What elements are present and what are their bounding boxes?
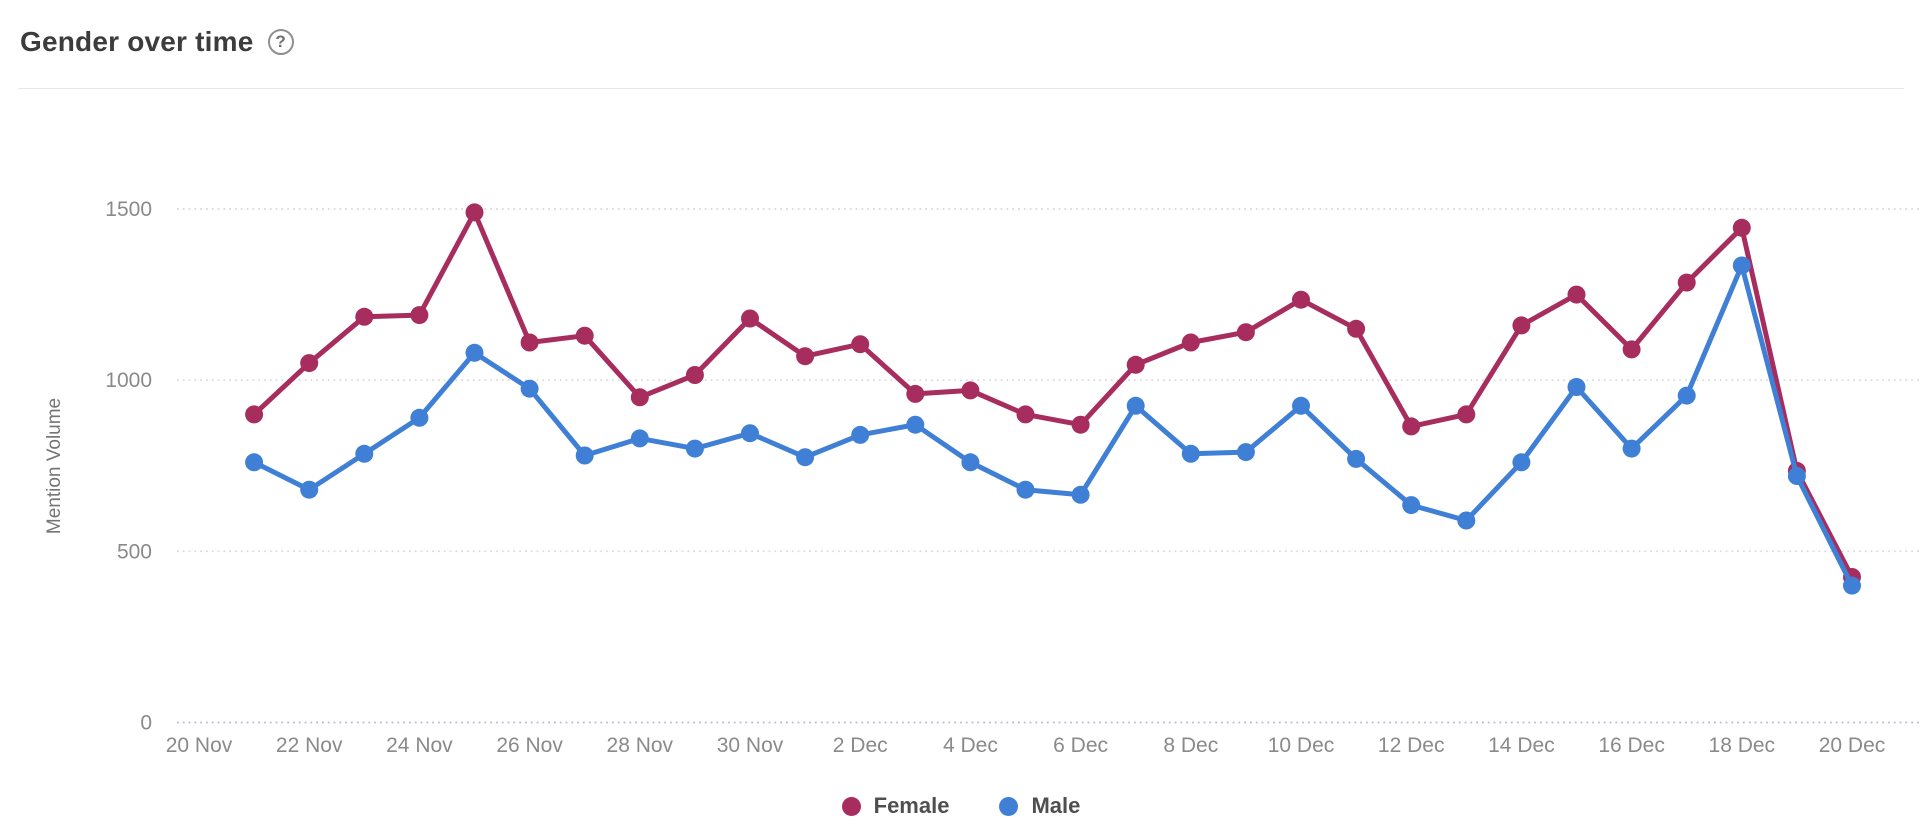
y-tick-label-1000: 1000 <box>105 369 152 392</box>
female-point-1-dec[interactable] <box>796 347 815 366</box>
male-point-18-dec[interactable] <box>1732 256 1751 275</box>
legend-item-female[interactable]: Female <box>841 793 950 819</box>
legend-item-male[interactable]: Male <box>999 793 1080 819</box>
female-point-7-dec[interactable] <box>1126 355 1145 374</box>
header-divider <box>18 88 1904 89</box>
female-point-11-dec[interactable] <box>1347 319 1366 338</box>
female-point-24-nov[interactable] <box>410 306 429 325</box>
x-tick-label-22-nov: 22 Nov <box>276 734 343 757</box>
y-tick-label-1500: 1500 <box>105 198 152 221</box>
chart-legend: Female Male <box>0 791 1922 821</box>
male-point-7-dec[interactable] <box>1126 396 1145 415</box>
female-point-27-nov[interactable] <box>575 326 594 345</box>
male-point-2-dec[interactable] <box>851 425 870 444</box>
male-point-4-dec[interactable] <box>961 453 980 472</box>
x-tick-label-20-nov: 20 Nov <box>166 734 233 757</box>
female-point-23-nov[interactable] <box>355 307 374 326</box>
female-point-16-dec[interactable] <box>1622 340 1641 359</box>
male-point-28-nov[interactable] <box>630 429 649 448</box>
x-tick-label-16-dec: 16 Dec <box>1598 734 1665 757</box>
x-tick-label-24-nov: 24 Nov <box>386 734 453 757</box>
male-point-21-nov[interactable] <box>245 453 264 472</box>
legend-label-male: Male <box>1031 793 1081 818</box>
male-point-29-nov[interactable] <box>685 439 704 458</box>
male-point-5-dec[interactable] <box>1016 480 1035 499</box>
x-tick-label-30-nov: 30 Nov <box>717 734 784 757</box>
male-point-20-dec[interactable] <box>1843 576 1861 595</box>
female-point-14-dec[interactable] <box>1512 316 1531 335</box>
female-point-30-nov[interactable] <box>741 309 759 328</box>
male-point-22-nov[interactable] <box>300 480 319 499</box>
male-point-13-dec[interactable] <box>1457 511 1476 530</box>
male-point-8-dec[interactable] <box>1181 444 1200 463</box>
female-point-28-nov[interactable] <box>630 388 649 407</box>
male-legend-dot-icon <box>999 796 1019 816</box>
female-line <box>251 209 1855 580</box>
male-point-19-dec[interactable] <box>1787 467 1806 485</box>
male-point-17-dec[interactable] <box>1677 386 1696 405</box>
x-tick-label-4-dec: 4 Dec <box>943 734 998 757</box>
female-point-5-dec[interactable] <box>1016 405 1035 424</box>
x-tick-label-28-nov: 28 Nov <box>607 734 674 757</box>
male-point-23-nov[interactable] <box>355 444 374 463</box>
x-tick-label-20-dec: 20 Dec <box>1819 734 1886 757</box>
male-point-3-dec[interactable] <box>906 415 925 434</box>
female-point-9-dec[interactable] <box>1236 323 1255 342</box>
y-tick-label-500: 500 <box>117 540 152 563</box>
help-icon[interactable]: ? <box>267 29 294 55</box>
female-point-12-dec[interactable] <box>1402 417 1421 436</box>
male-point-14-dec[interactable] <box>1512 453 1531 472</box>
y-axis-title: Mention Volume <box>44 398 65 534</box>
female-point-22-nov[interactable] <box>300 354 319 373</box>
male-line <box>251 263 1855 589</box>
female-point-25-nov[interactable] <box>465 203 484 222</box>
x-tick-label-10-dec: 10 Dec <box>1268 734 1335 757</box>
page-title: Gender over time <box>20 26 254 57</box>
female-point-13-dec[interactable] <box>1457 405 1476 424</box>
x-tick-label-14-dec: 14 Dec <box>1488 734 1555 757</box>
female-point-2-dec[interactable] <box>851 335 870 354</box>
female-point-29-nov[interactable] <box>685 366 704 384</box>
chart-header: Gender over time ? <box>20 26 294 58</box>
male-point-26-nov[interactable] <box>520 379 539 398</box>
male-point-10-dec[interactable] <box>1292 396 1310 415</box>
female-legend-dot-icon <box>841 796 861 816</box>
male-point-1-dec[interactable] <box>796 448 815 467</box>
male-point-27-nov[interactable] <box>575 446 594 465</box>
x-tick-label-26-nov: 26 Nov <box>496 734 563 757</box>
male-point-9-dec[interactable] <box>1236 443 1255 462</box>
x-tick-label-6-dec: 6 Dec <box>1053 734 1108 757</box>
female-point-8-dec[interactable] <box>1181 333 1200 352</box>
y-tick-label-0: 0 <box>140 712 152 735</box>
male-point-16-dec[interactable] <box>1622 439 1641 458</box>
female-point-26-nov[interactable] <box>520 333 539 352</box>
female-point-10-dec[interactable] <box>1292 290 1310 309</box>
male-point-24-nov[interactable] <box>410 408 429 427</box>
x-tick-label-12-dec: 12 Dec <box>1378 734 1445 757</box>
male-point-12-dec[interactable] <box>1402 496 1421 515</box>
female-point-17-dec[interactable] <box>1677 273 1696 292</box>
x-tick-label-2-dec: 2 Dec <box>833 734 888 757</box>
male-point-30-nov[interactable] <box>741 424 759 443</box>
female-point-21-nov[interactable] <box>245 405 264 424</box>
x-tick-label-8-dec: 8 Dec <box>1163 734 1218 757</box>
male-point-11-dec[interactable] <box>1347 449 1366 468</box>
female-point-6-dec[interactable] <box>1071 415 1090 434</box>
x-tick-label-18-dec: 18 Dec <box>1709 734 1776 757</box>
male-point-15-dec[interactable] <box>1567 378 1586 396</box>
female-point-18-dec[interactable] <box>1732 218 1751 237</box>
female-point-3-dec[interactable] <box>906 384 925 403</box>
male-point-25-nov[interactable] <box>465 343 484 362</box>
help-icon-glyph: ? <box>275 32 286 51</box>
male-point-6-dec[interactable] <box>1071 485 1090 504</box>
legend-label-female: Female <box>873 793 950 818</box>
female-point-15-dec[interactable] <box>1567 285 1586 304</box>
female-point-4-dec[interactable] <box>961 381 980 400</box>
